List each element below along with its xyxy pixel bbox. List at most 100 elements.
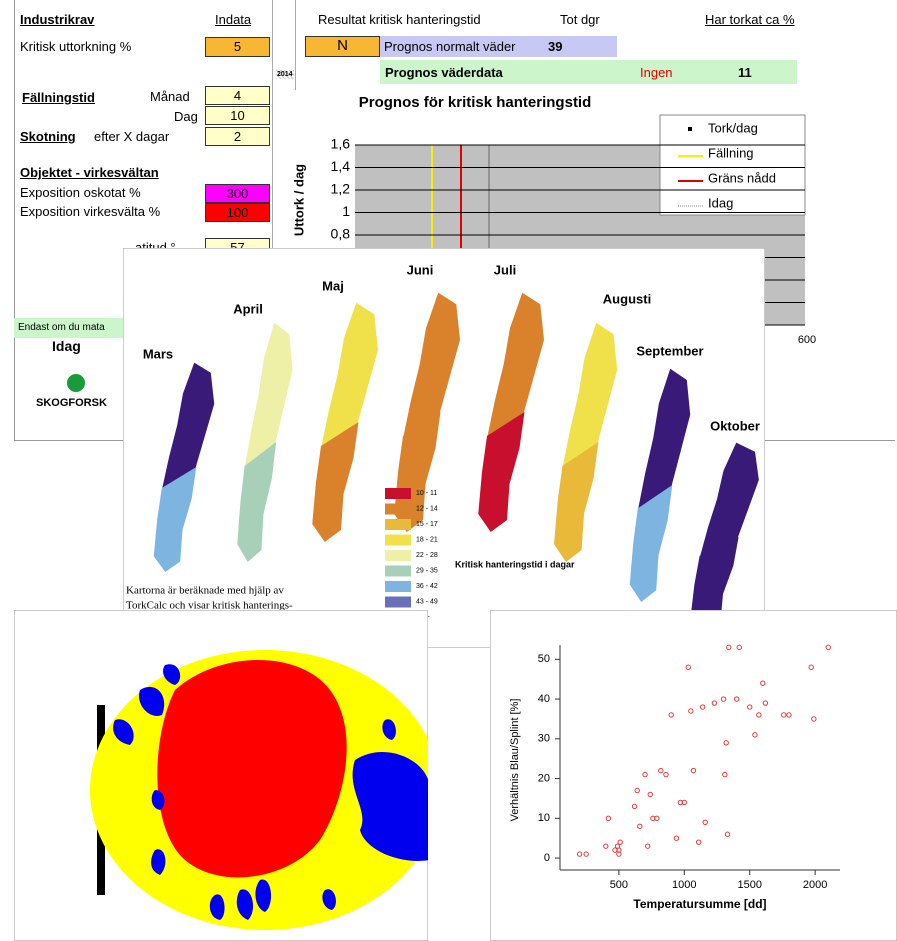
legend-label: 29 - 35: [416, 567, 438, 574]
legend-swatch: [385, 488, 411, 499]
point: [808, 664, 814, 670]
label: Prognos normalt väder: [384, 39, 516, 54]
stain-area: [157, 660, 347, 878]
y-tick-label: 1,4: [331, 158, 351, 174]
input-cell[interactable]: 10: [205, 106, 270, 125]
point: [603, 843, 609, 849]
point: [644, 843, 651, 849]
x-tick-label: 1000: [672, 879, 696, 891]
logo: SKOGFORSK: [36, 397, 107, 409]
y-axis-label: Verhältnis Blau/Splint [%]: [509, 699, 521, 822]
month-label: Mars: [143, 346, 173, 361]
point: [699, 704, 706, 710]
point: [631, 803, 638, 810]
month-label: Juli: [494, 262, 516, 277]
blue-stain: [352, 751, 428, 861]
label: Exposition oskotat %: [20, 185, 141, 200]
legend-label: 43 - 49: [416, 598, 438, 605]
label: Prognos väderdata: [385, 65, 503, 80]
legend-swatch: [385, 503, 411, 515]
point: [688, 708, 694, 714]
sweden-map: [311, 301, 380, 543]
year: 2014: [276, 70, 294, 79]
point: [726, 644, 732, 651]
legend-label: 36 - 42: [416, 583, 438, 590]
month-label: Oktober: [710, 418, 760, 433]
sweden-map: [393, 291, 462, 533]
map-region: [237, 442, 277, 562]
cross-section-image: [14, 610, 428, 941]
label: Tot dgr: [560, 12, 600, 27]
x-tick-label: 2000: [803, 879, 827, 891]
y-axis-label: Uttork / dag: [291, 164, 306, 236]
chart-title: Prognos för kritisk hanteringstid: [359, 94, 592, 111]
legend-swatch: [385, 534, 411, 546]
point: [654, 815, 660, 822]
caption: Kartorna är beräknade med hjälp av: [126, 585, 284, 597]
separator: [272, 0, 273, 440]
logo-icon: [67, 374, 85, 392]
value: 39: [548, 39, 563, 54]
y-tick-label: 10: [538, 812, 550, 824]
point: [702, 819, 708, 825]
legend-title: Kritisk hanteringstid i dagar: [455, 559, 575, 569]
sweden-map: [629, 367, 692, 603]
point: [634, 787, 640, 794]
point: [642, 771, 648, 778]
blue-stain: [113, 664, 396, 920]
point: [690, 767, 697, 774]
caption: TorkCalc och visar kritisk hanterings-: [126, 600, 293, 612]
point: [711, 700, 718, 706]
input-cell[interactable]: 5: [205, 37, 270, 57]
point: [647, 791, 653, 798]
y-tick-label: 40: [538, 693, 550, 705]
label: Objektet - virkesvältan: [20, 165, 159, 180]
input-cell[interactable]: 100: [205, 203, 270, 222]
label: Idag: [52, 338, 81, 354]
image-frame: [490, 610, 897, 941]
sweden-map: [153, 361, 216, 573]
legend-swatch: [385, 519, 411, 530]
y-tick-label: 0: [544, 852, 550, 864]
result-cell: N: [305, 36, 380, 57]
point: [722, 771, 728, 778]
y-tick-label: 1: [342, 203, 350, 219]
note: Endast om du mata: [14, 318, 134, 338]
legend-swatch: [385, 565, 411, 577]
y-tick-label: 0,8: [331, 226, 351, 242]
label: Resultat kritisk hanteringstid: [318, 12, 481, 27]
x-tick-label: 500: [610, 879, 628, 891]
label: Dag: [174, 109, 198, 124]
sweden-map: [236, 321, 294, 563]
legend-label: Fällning: [708, 145, 754, 160]
label: Kritisk uttorkning %: [20, 39, 132, 54]
map-region: [629, 485, 673, 602]
input-cell[interactable]: 300: [205, 184, 270, 203]
value: Ingen: [640, 65, 673, 80]
legend-label: 22 - 28: [416, 552, 438, 559]
legend-label: Gräns nådd: [708, 170, 776, 185]
map-region: [153, 467, 197, 572]
point: [811, 716, 817, 722]
point: [760, 680, 766, 686]
point: [576, 851, 583, 857]
input-cell[interactable]: 2: [205, 127, 270, 146]
input-cell[interactable]: 4: [205, 86, 270, 105]
legend-label: 15 - 17: [416, 521, 438, 528]
point: [756, 712, 762, 718]
separator: [295, 0, 296, 90]
point: [668, 712, 674, 718]
label: Fällningstid: [22, 90, 95, 105]
point: [681, 799, 687, 806]
point: [583, 851, 589, 857]
point: [762, 700, 769, 706]
point: [720, 696, 727, 702]
scatter-chart: 0 10 20 30 40 50 500 1000 1500 2000 Temperatursumm…: [490, 610, 897, 941]
label: efter X dagar: [94, 129, 170, 144]
legend: [659, 114, 806, 216]
point: [616, 847, 622, 853]
point: [747, 704, 753, 710]
sweden-map: [553, 321, 619, 563]
x-tick-label: 1500: [737, 879, 761, 891]
